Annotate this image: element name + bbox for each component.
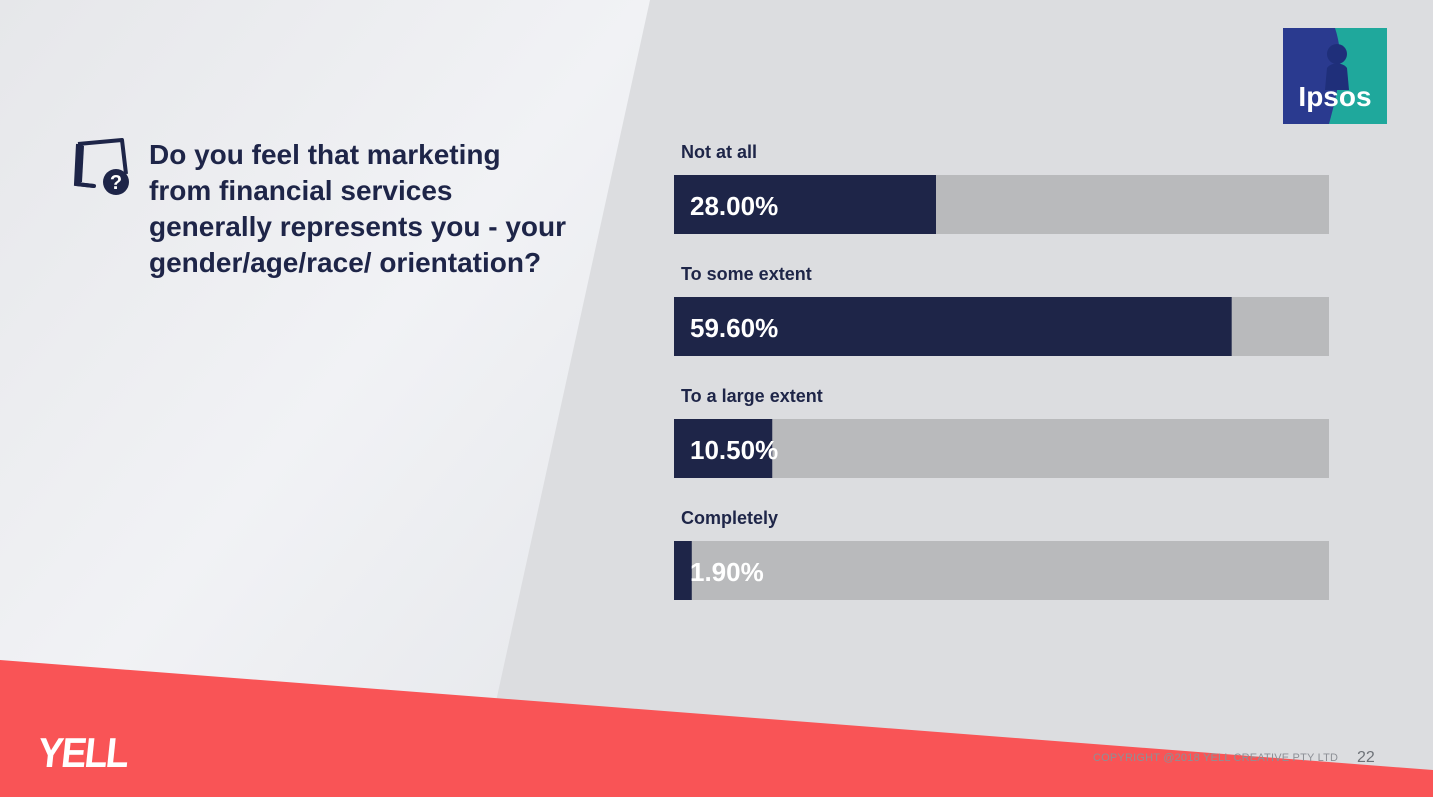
category-label: Not at all bbox=[681, 142, 757, 162]
bar bbox=[674, 541, 692, 600]
copyright-text: COPYRIGHT @2018 YELL CREATIVE PTY LTD bbox=[1093, 752, 1339, 764]
bar bbox=[674, 297, 1232, 356]
yell-logo: YELL bbox=[35, 730, 130, 778]
value-label: 59.60% bbox=[690, 313, 778, 343]
category-label: To some extent bbox=[681, 264, 812, 284]
bar bbox=[674, 419, 773, 478]
bar-chart: Not at all 28.00% To some extent 59.60% To a… bbox=[674, 142, 1329, 600]
accent-band bbox=[0, 660, 1433, 797]
page-number: 22 bbox=[1357, 749, 1375, 766]
value-label: 1.90% bbox=[690, 557, 764, 587]
category-label: Completely bbox=[681, 508, 778, 528]
value-label: 28.00% bbox=[690, 191, 778, 221]
question-text: Do you feel that marketing from financia… bbox=[149, 139, 567, 278]
bar bbox=[674, 175, 936, 234]
category-label: To a large extent bbox=[681, 386, 823, 406]
question-icon: ? bbox=[73, 138, 129, 195]
value-label: 10.50% bbox=[690, 435, 778, 465]
light-panel bbox=[0, 0, 650, 797]
ipsos-logo: Ipsos bbox=[1283, 28, 1387, 124]
ipsos-logo-text: Ipsos bbox=[1298, 81, 1371, 112]
svg-text:?: ? bbox=[110, 172, 122, 194]
bar-track bbox=[674, 419, 1329, 478]
bar-track bbox=[674, 541, 1329, 600]
